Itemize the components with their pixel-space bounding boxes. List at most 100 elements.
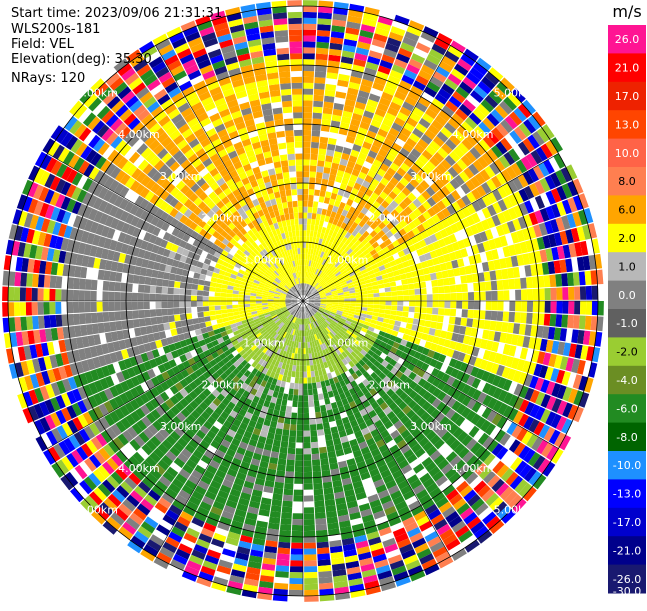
gate-cell — [204, 406, 214, 416]
gate-cell — [253, 347, 260, 354]
gate-cell — [14, 317, 22, 332]
gate-cell — [329, 331, 335, 338]
gate-cell — [279, 323, 285, 329]
gate-cell — [550, 301, 557, 314]
gate-cell — [450, 368, 460, 378]
gate-cell — [446, 193, 456, 204]
gate-cell — [415, 432, 426, 443]
gate-cell — [219, 352, 227, 360]
gate-cell — [397, 344, 406, 352]
gate-cell — [88, 97, 102, 112]
gate-cell — [314, 243, 318, 250]
gate-cell — [288, 308, 294, 313]
gate-cell — [200, 268, 208, 275]
gate-cell — [355, 345, 363, 353]
gate-cell — [445, 511, 460, 524]
gate-cell — [326, 72, 338, 80]
gate-cell — [303, 224, 307, 231]
gate-cell — [342, 272, 349, 278]
gate-cell — [134, 530, 149, 544]
gate-cell — [229, 319, 236, 325]
gate-cell — [442, 484, 456, 497]
gate-cell — [148, 234, 158, 244]
gate-cell — [445, 451, 458, 463]
gate-cell — [347, 282, 354, 287]
gate-cell — [294, 292, 299, 298]
gate-cell — [311, 136, 320, 143]
gate-cell — [233, 360, 241, 368]
gate-cell — [348, 155, 358, 164]
gate-cell — [502, 209, 512, 222]
gate-cell — [501, 322, 509, 333]
gate-cell — [508, 345, 517, 357]
gate-cell — [229, 357, 238, 365]
gate-cell — [140, 175, 152, 187]
gate-cell — [441, 431, 453, 443]
gate-cell — [8, 286, 15, 301]
gate-cell — [420, 31, 436, 43]
gate-cell — [395, 214, 404, 223]
gate-cell — [149, 155, 161, 167]
gate-cell — [358, 503, 371, 512]
gate-cell — [242, 274, 249, 280]
gate-cell — [131, 301, 138, 310]
gate-cell — [213, 251, 222, 259]
gate-cell — [399, 391, 409, 401]
gate-cell — [192, 253, 201, 261]
gate-cell — [39, 202, 50, 218]
gate-cell — [306, 259, 310, 266]
gate-cell — [92, 234, 101, 246]
gate-cell — [294, 323, 297, 330]
gate-cell — [496, 364, 505, 377]
gate-cell — [393, 570, 409, 582]
gate-cell — [378, 464, 389, 474]
gate-cell — [269, 371, 276, 379]
gate-cell — [346, 346, 354, 354]
gate-cell — [328, 378, 335, 386]
gate-cell — [344, 263, 351, 270]
gate-cell — [371, 241, 380, 249]
gate-cell — [474, 502, 489, 516]
gate-cell — [276, 355, 282, 362]
gate-cell — [515, 301, 522, 312]
gate-cell — [320, 302, 327, 305]
gate-cell — [268, 328, 274, 335]
gate-cell — [241, 352, 249, 360]
gate-cell — [276, 286, 283, 291]
gate-cell — [244, 578, 259, 587]
gate-cell — [355, 259, 363, 266]
gate-cell — [245, 312, 252, 317]
gate-cell — [430, 224, 440, 234]
gate-cell — [275, 398, 283, 405]
gate-cell — [230, 273, 237, 280]
gate-cell — [250, 290, 257, 294]
gate-cell — [157, 364, 167, 374]
gate-cell — [343, 422, 352, 430]
gate-cell — [510, 334, 519, 346]
gate-cell — [389, 358, 397, 367]
gate-cell — [276, 276, 283, 282]
gate-cell — [330, 402, 338, 410]
gate-cell — [372, 289, 380, 294]
gate-cell — [303, 371, 307, 378]
gate-cell — [518, 188, 529, 202]
gate-cell — [123, 130, 136, 144]
gate-cell — [249, 351, 256, 358]
gate-cell — [143, 544, 159, 557]
gate-cell — [291, 301, 298, 303]
gate-cell — [250, 388, 258, 396]
gate-cell — [422, 200, 432, 211]
gate-cell — [322, 475, 332, 483]
gate-cell — [185, 366, 195, 375]
gate-cell — [330, 468, 340, 476]
gate-cell — [330, 352, 336, 359]
gate-cell — [407, 258, 416, 266]
gate-cell — [185, 404, 195, 414]
gate-cell — [516, 229, 525, 243]
gate-cell — [288, 352, 292, 359]
gate-cell — [259, 336, 266, 343]
gate-cell — [419, 553, 435, 565]
gate-cell — [26, 228, 35, 244]
gate-cell — [528, 212, 539, 226]
gate-cell — [398, 327, 406, 334]
